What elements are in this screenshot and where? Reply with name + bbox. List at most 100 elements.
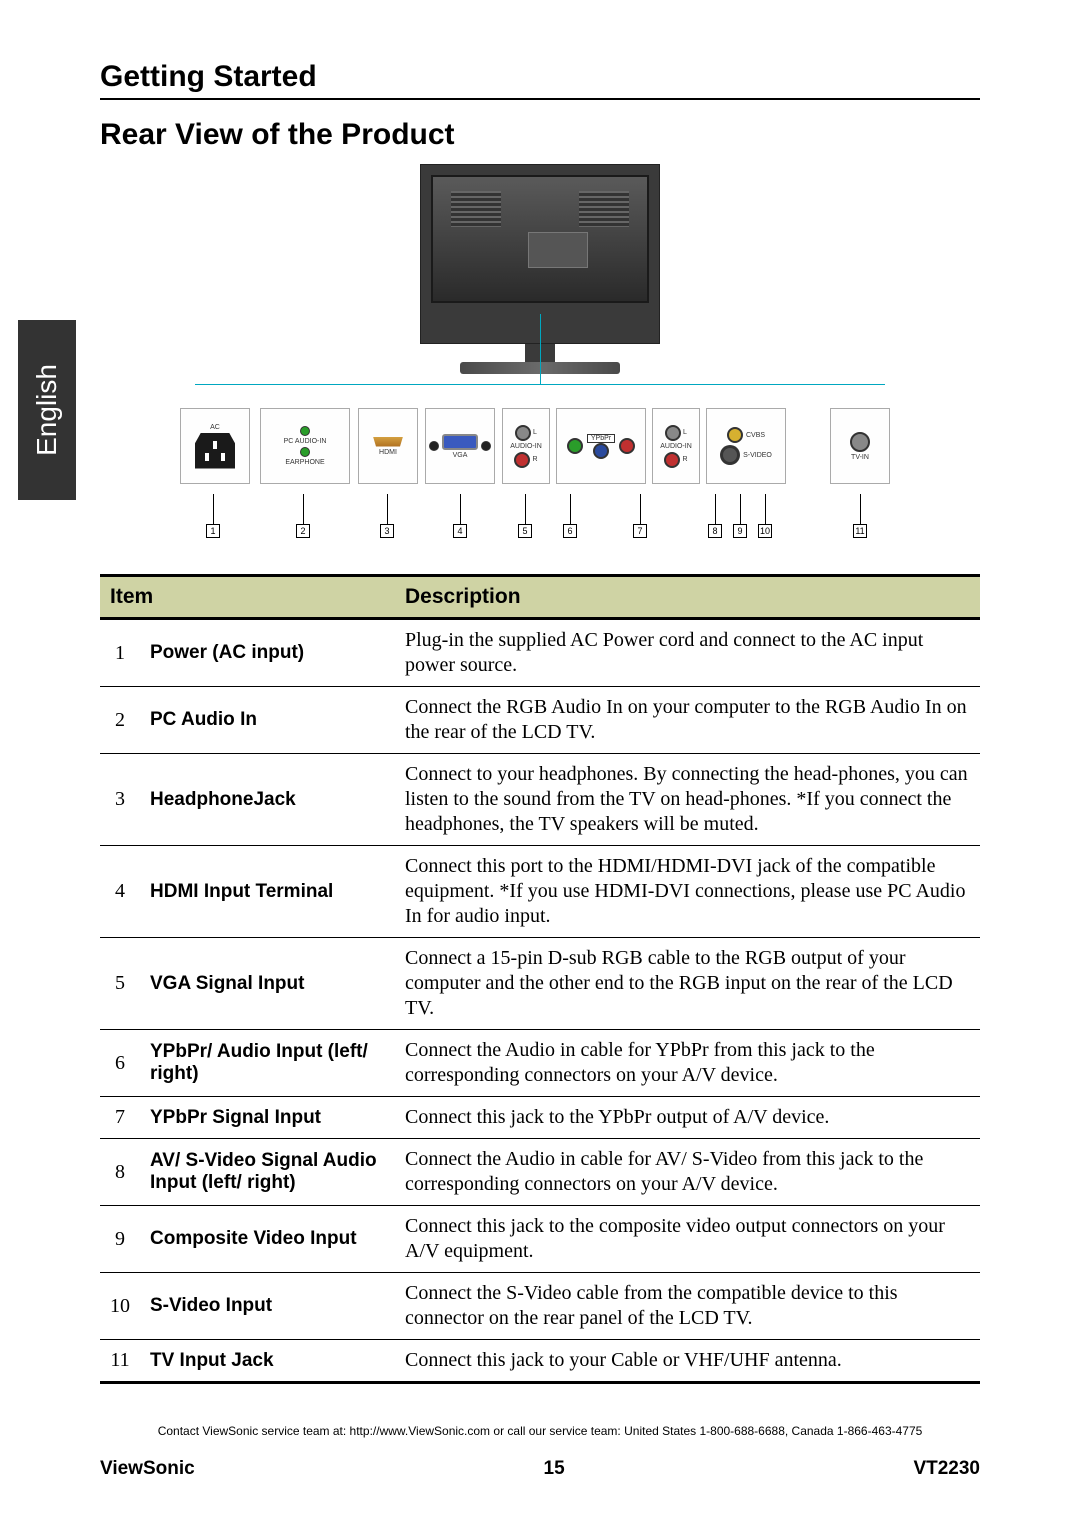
audio-l-jack-1-icon: [515, 425, 531, 441]
ypbpr-pb-icon: [593, 443, 609, 459]
pc-audio-label: PC AUDIO-IN: [284, 438, 327, 445]
page-footer: ViewSonic 15 VT2230: [100, 1458, 980, 1480]
row-name: HDMI Input Terminal: [140, 846, 395, 938]
footer-page-number: 15: [544, 1458, 565, 1480]
table-row: 1Power (AC input)Plug-in the supplied AC…: [100, 619, 980, 687]
ac-plug-icon: [195, 433, 235, 469]
rear-view-diagram: AC PC AUDIO-IN EARPHONE HDMI VGA: [150, 164, 930, 544]
port-hdmi: HDMI: [358, 408, 418, 484]
callout-5: 5: [525, 494, 526, 538]
callout-num: 10: [758, 524, 772, 538]
audio-in-2-label: AUDIO-IN: [660, 443, 692, 450]
subsection-title: Rear View of the Product: [100, 118, 980, 152]
table-row: 9Composite Video InputConnect this jack …: [100, 1206, 980, 1273]
callout-6: 6: [570, 494, 571, 538]
port-ypbpr: YPbPr: [556, 408, 646, 484]
row-name: PC Audio In: [140, 687, 395, 754]
table-header-row: Item Description: [100, 576, 980, 619]
table-row: 10S-Video InputConnect the S-Video cable…: [100, 1273, 980, 1340]
callout-7: 7: [640, 494, 641, 538]
pc-audio-jack-icon: [300, 426, 310, 436]
vga-screw-right-icon: [481, 441, 491, 451]
leader-lines: [150, 314, 930, 394]
audio-l-2: L: [683, 429, 687, 436]
audio-in-1-label: AUDIO-IN: [510, 443, 542, 450]
row-number: 11: [100, 1340, 140, 1383]
row-number: 9: [100, 1206, 140, 1273]
callout-1: 1: [213, 494, 214, 538]
ypbpr-y-icon: [567, 438, 583, 454]
footer-brand: ViewSonic: [100, 1458, 195, 1480]
port-vga: VGA: [425, 408, 495, 484]
row-name: AV/ S-Video Signal Audio Input (left/ ri…: [140, 1139, 395, 1206]
callout-num: 5: [518, 524, 532, 538]
row-description: Connect a 15-pin D-sub RGB cable to the …: [395, 938, 980, 1030]
table-row: 7YPbPr Signal InputConnect this jack to …: [100, 1097, 980, 1139]
row-name: Composite Video Input: [140, 1206, 395, 1273]
table-header-desc: Description: [395, 576, 980, 619]
callout-num: 6: [563, 524, 577, 538]
row-number: 4: [100, 846, 140, 938]
contact-line: Contact ViewSonic service team at: http:…: [100, 1424, 980, 1438]
row-name: S-Video Input: [140, 1273, 395, 1340]
leader-horz: [195, 384, 885, 385]
row-name: VGA Signal Input: [140, 938, 395, 1030]
table-row: 6YPbPr/ Audio Input (left/ right)Connect…: [100, 1030, 980, 1097]
row-description: Connect this jack to the composite video…: [395, 1206, 980, 1273]
row-description: Connect the S-Video cable from the compa…: [395, 1273, 980, 1340]
port-pc-audio-earphone: PC AUDIO-IN EARPHONE: [260, 408, 350, 484]
ypbpr-pr-icon: [619, 438, 635, 454]
cvbs-label: CVBS: [746, 432, 765, 439]
section-title: Getting Started: [100, 60, 980, 100]
callout-2: 2: [303, 494, 304, 538]
tv-vent-right: [579, 191, 629, 227]
callout-10: 10: [765, 494, 766, 538]
callout-row: 1 2 3 4 5 6 7 8 9 10 11: [150, 494, 930, 544]
row-number: 3: [100, 754, 140, 846]
callout-num: 7: [633, 524, 647, 538]
row-number: 7: [100, 1097, 140, 1139]
row-number: 8: [100, 1139, 140, 1206]
table-row: 2PC Audio InConnect the RGB Audio In on …: [100, 687, 980, 754]
hdmi-port-icon: [373, 437, 403, 447]
earphone-jack-icon: [300, 447, 310, 457]
row-number: 1: [100, 619, 140, 687]
row-description: Connect to your headphones. By connectin…: [395, 754, 980, 846]
leader-vert: [540, 314, 541, 384]
callout-num: 11: [853, 524, 867, 538]
row-description: Connect this jack to your Cable or VHF/U…: [395, 1340, 980, 1383]
audio-l-jack-2-icon: [665, 425, 681, 441]
vga-port-icon: [442, 434, 478, 450]
page: Getting Started Rear View of the Product…: [0, 0, 1080, 1528]
callout-3: 3: [387, 494, 388, 538]
row-description: Connect this port to the HDMI/HDMI-DVI j…: [395, 846, 980, 938]
callout-11: 11: [860, 494, 861, 538]
cvbs-jack-icon: [727, 427, 743, 443]
callout-9: 9: [740, 494, 741, 538]
callout-num: 2: [296, 524, 310, 538]
connections-table: Item Description 1Power (AC input)Plug-i…: [100, 574, 980, 1384]
audio-r-jack-2-icon: [664, 452, 680, 468]
row-number: 5: [100, 938, 140, 1030]
hdmi-label: HDMI: [379, 449, 397, 456]
port-ac: AC: [180, 408, 250, 484]
table-row: 11TV Input JackConnect this jack to your…: [100, 1340, 980, 1383]
audio-r-1: R: [532, 456, 537, 463]
callout-4: 4: [460, 494, 461, 538]
audio-r-2: R: [682, 456, 687, 463]
port-panel: AC PC AUDIO-IN EARPHONE HDMI VGA: [150, 402, 930, 492]
port-cvbs-svideo: CVBS S-VIDEO: [706, 408, 786, 484]
svideo-port-icon: [720, 445, 740, 465]
row-name: YPbPr/ Audio Input (left/ right): [140, 1030, 395, 1097]
port-audio-cvbs: L AUDIO-IN R: [652, 408, 700, 484]
row-name: YPbPr Signal Input: [140, 1097, 395, 1139]
audio-l-1: L: [533, 429, 537, 436]
row-description: Connect the RGB Audio In on your compute…: [395, 687, 980, 754]
port-audio-ypbpr: L AUDIO-IN R: [502, 408, 550, 484]
callout-8: 8: [715, 494, 716, 538]
svideo-label: S-VIDEO: [743, 452, 772, 459]
tv-vent-left: [451, 191, 501, 227]
row-name: Power (AC input): [140, 619, 395, 687]
vga-screw-left-icon: [429, 441, 439, 451]
footer-model: VT2230: [913, 1458, 980, 1480]
